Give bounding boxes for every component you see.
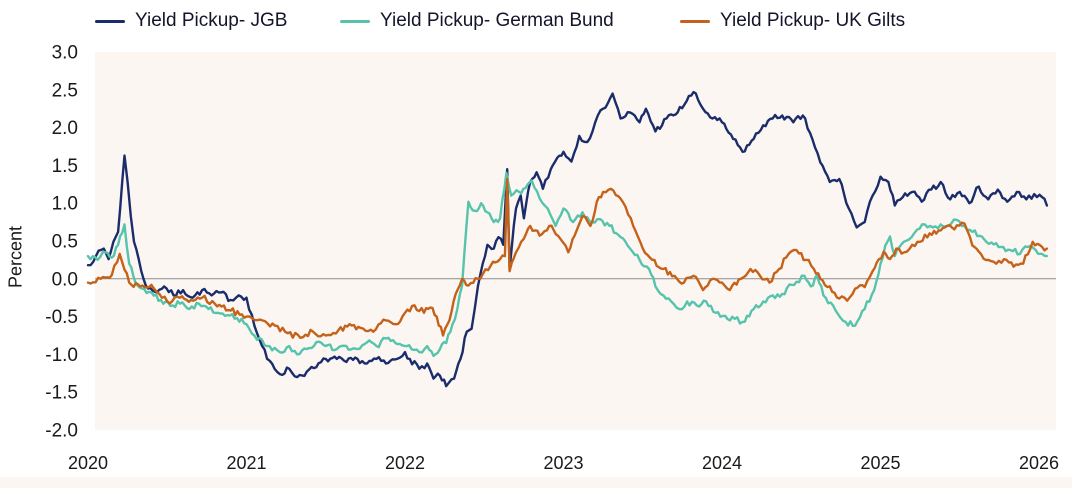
y-tick-label: 0.0 [52,269,78,290]
legend-line-swatch-uk-gilts [680,19,710,23]
series-line-yield-pickup-german-bund [86,171,1049,358]
bottom-section-edge [0,477,1072,488]
y-tick-label: 1.0 [52,194,78,215]
y-tick-label: -0.5 [45,307,78,328]
legend-line-swatch-german-bund [340,19,370,23]
legend-label-german-bund: Yield Pickup- German Bund [380,10,614,31]
series-line-yield-pickup-uk-gilts [86,177,1049,339]
plot-area [95,52,1056,430]
y-tick-label: 3.0 [52,43,78,64]
y-tick-label: -1.0 [45,345,78,366]
legend-item-uk-gilts: Yield Pickup- UK Gilts [680,10,905,32]
x-tick-label: 2023 [543,453,583,473]
y-tick-label: -1.5 [45,383,78,404]
y-tick-label: 0.5 [52,232,78,253]
x-tick-label: 2026 [1019,453,1059,473]
legend-label-jgb: Yield Pickup- JGB [135,10,288,31]
legend-item-german-bund: Yield Pickup- German Bund [340,10,614,32]
legend-label-uk-gilts: Yield Pickup- UK Gilts [720,10,906,31]
x-tick-label: 2022 [385,453,425,473]
x-tick-label: 2021 [226,453,266,473]
y-tick-label: 1.5 [52,156,78,177]
series-line-yield-pickup-jgb [86,90,1049,388]
x-tick-label: 2025 [860,453,900,473]
x-tick-label: 2020 [68,453,108,473]
y-tick-label: 2.0 [52,118,78,139]
y-tick-label: -2.0 [45,421,78,442]
legend-item-jgb: Yield Pickup- JGB [95,10,287,32]
legend-line-swatch-jgb [95,19,125,23]
x-tick-label: 2024 [702,453,742,473]
y-tick-label: 2.5 [52,80,78,101]
